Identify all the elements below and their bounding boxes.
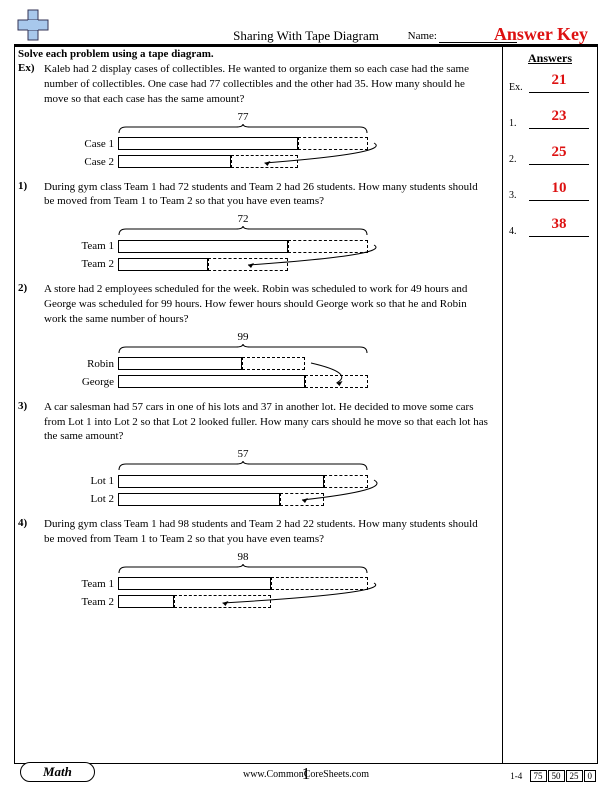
answer-underline [529, 92, 589, 93]
answer-number: Ex. [509, 82, 523, 93]
answer-underline [529, 128, 589, 129]
problem-number: 2) [18, 282, 40, 294]
answer-number: 2. [509, 154, 517, 165]
problem: 3) A car salesman had 57 cars in one of h… [18, 400, 490, 508]
answers-heading: Answers [503, 47, 597, 66]
answer-value: 38 [529, 216, 589, 233]
tape-diagram: 57Lot 1Lot 2 [68, 448, 408, 507]
diagram-total: 72 [118, 213, 368, 225]
problems-area: Ex) Kaleb had 2 display cases of collecti… [18, 62, 490, 620]
answer-key-stamp: Answer Key [494, 24, 588, 45]
answers-column: Answers Ex.211.232.253.104.38 [502, 47, 597, 763]
tape-diagram: 98Team 1Team 2 [68, 551, 408, 610]
problem: 4) During gym class Team 1 had 98 student… [18, 517, 490, 610]
problem: 2) A store had 2 employees scheduled for … [18, 282, 490, 390]
problem-number: 3) [18, 400, 40, 412]
answer-number: 4. [509, 226, 517, 237]
diagram-total: 99 [118, 331, 368, 343]
answer-value: 21 [529, 72, 589, 89]
score-box: 75 [530, 770, 547, 782]
score-boxes: 1-4 7550250 [510, 770, 596, 782]
diagram-total: 77 [118, 111, 368, 123]
move-arrow [68, 573, 404, 633]
answer-number: 1. [509, 118, 517, 129]
instruction: Solve each problem using a tape diagram. [18, 48, 214, 60]
problem-number: 4) [18, 517, 40, 529]
answer-row: 1.23 [503, 102, 597, 138]
answer-underline [529, 236, 589, 237]
problem-text: During gym class Team 1 had 98 students … [44, 517, 490, 547]
answer-number: 3. [509, 190, 517, 201]
score-box: 0 [584, 770, 597, 782]
score-box: 50 [548, 770, 565, 782]
diagram-total: 57 [118, 448, 368, 460]
answer-value: 10 [529, 180, 589, 197]
answer-row: 4.38 [503, 210, 597, 246]
answer-row: Ex. 21 [503, 66, 597, 102]
problem-number: 1) [18, 180, 40, 192]
footer: Math www.CommonCoreSheets.com 1 1-4 7550… [14, 764, 598, 784]
answer-row: 2.25 [503, 138, 597, 174]
problem-text: Kaleb had 2 display cases of collectible… [44, 62, 490, 107]
problem-text: A store had 2 employees scheduled for th… [44, 282, 490, 327]
answer-value: 25 [529, 144, 589, 161]
answer-value: 23 [529, 108, 589, 125]
problem-text: During gym class Team 1 had 72 students … [44, 180, 490, 210]
score-range: 1-4 [510, 771, 522, 781]
problem-text: A car salesman had 57 cars in one of his… [44, 400, 490, 445]
diagram-total: 98 [118, 551, 368, 563]
tape-diagram: 77Case 1Case 2 [68, 111, 408, 170]
tape-diagram: 99RobinGeorge [68, 331, 408, 390]
answer-row: 3.10 [503, 174, 597, 210]
problem: 1) During gym class Team 1 had 72 student… [18, 180, 490, 273]
score-box: 25 [566, 770, 583, 782]
problem: Ex) Kaleb had 2 display cases of collecti… [18, 62, 490, 170]
problem-number: Ex) [18, 62, 40, 74]
name-label: Name: [408, 30, 437, 42]
tape-diagram: 72Team 1Team 2 [68, 213, 408, 272]
answer-underline [529, 164, 589, 165]
answer-underline [529, 200, 589, 201]
